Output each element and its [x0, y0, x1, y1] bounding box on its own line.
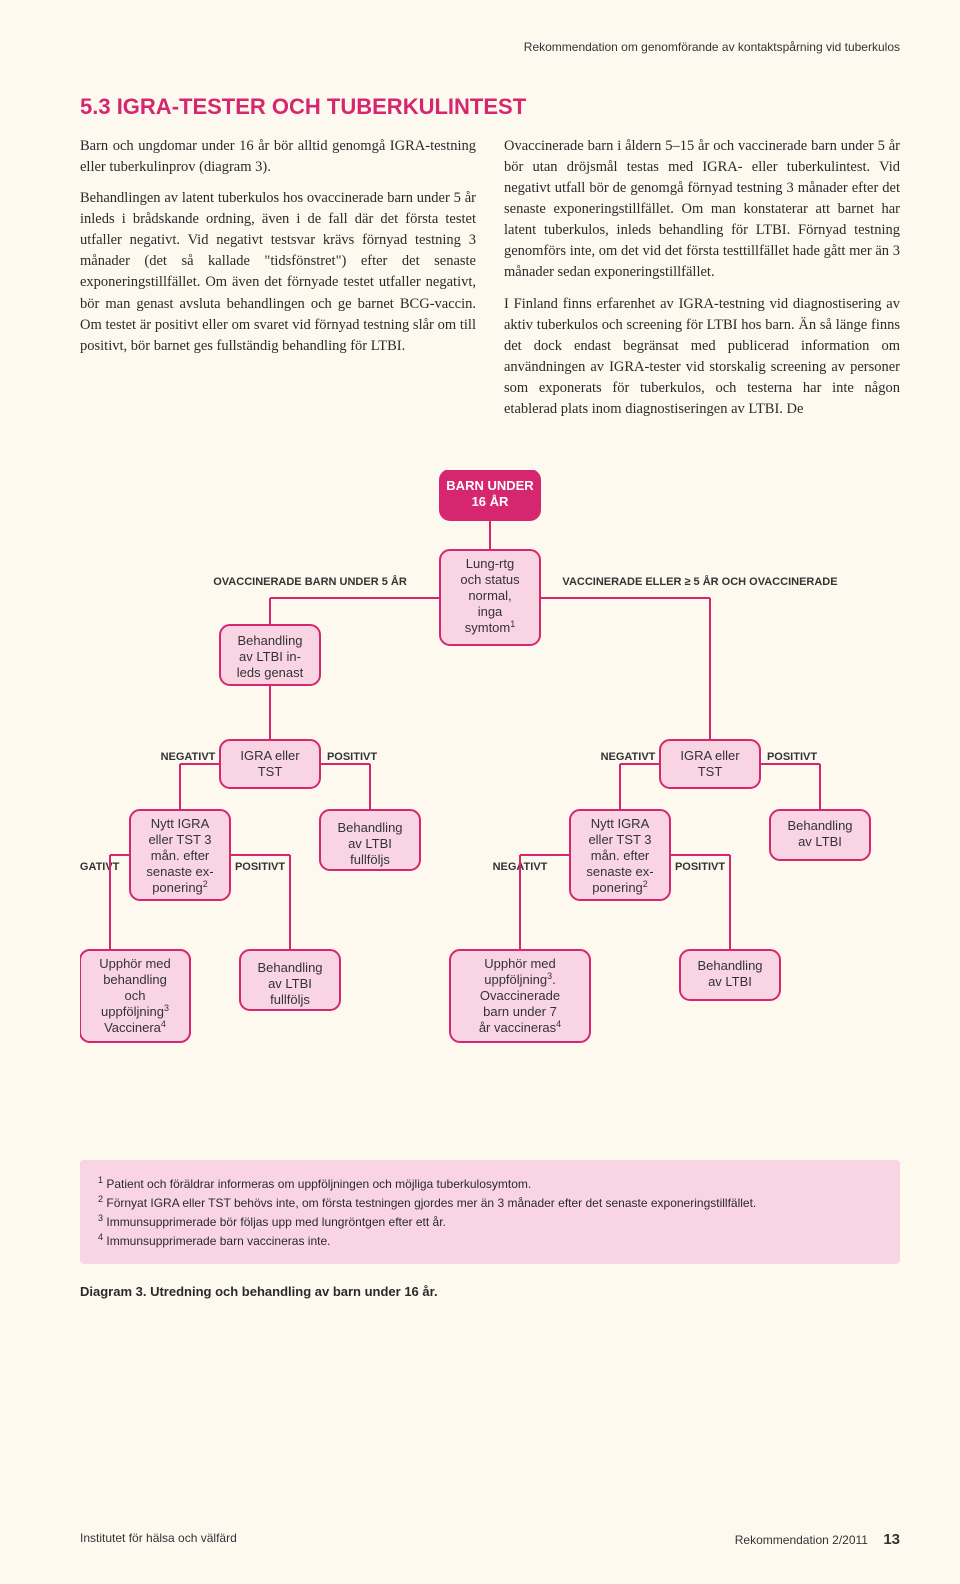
svg-text:av LTBI: av LTBI: [268, 976, 312, 991]
svg-text:och status: och status: [460, 572, 520, 587]
svg-text:Behandling: Behandling: [697, 958, 762, 973]
section-title: 5.3 IGRA-TESTER OCH TUBERKULINTEST: [80, 94, 900, 120]
footnotes: 1 Patient och föräldrar informeras om up…: [80, 1160, 900, 1264]
svg-text:ponering2: ponering2: [152, 879, 208, 895]
para: Barn och ungdomar under 16 år bör alltid…: [80, 136, 476, 178]
svg-text:OVACCINERADE BARN UNDER 5 ÅR: OVACCINERADE BARN UNDER 5 ÅR: [213, 575, 407, 588]
svg-text:uppföljning3.: uppföljning3.: [484, 971, 556, 987]
col-right: Ovaccinerade barn i åldern 5–15 år och v…: [504, 136, 900, 429]
svg-text:eller TST 3: eller TST 3: [148, 832, 211, 847]
svg-text:av LTBI in-: av LTBI in-: [239, 649, 301, 664]
svg-text:Nytt IGRA: Nytt IGRA: [591, 816, 650, 831]
svg-text:av LTBI: av LTBI: [348, 836, 392, 851]
caption: Diagram 3. Utredning och behandling av b…: [80, 1284, 900, 1299]
svg-text:år vaccineras4: år vaccineras4: [479, 1019, 561, 1035]
svg-text:Upphör med: Upphör med: [484, 956, 556, 971]
page-number: 13: [883, 1531, 900, 1548]
svg-text:Lung-rtg: Lung-rtg: [466, 556, 514, 571]
svg-text:TST: TST: [698, 764, 723, 779]
footnote: 3 Immunsupprimerade bör följas upp med l…: [98, 1212, 882, 1231]
running-head: Rekommendation om genomförande av kontak…: [80, 40, 900, 54]
svg-text:Behandling: Behandling: [787, 818, 852, 833]
svg-text:Ovaccinerade: Ovaccinerade: [480, 988, 560, 1003]
para: Ovaccinerade barn i åldern 5–15 år och v…: [504, 136, 900, 283]
svg-text:NEGATIVT: NEGATIVT: [80, 861, 120, 873]
svg-text:ponering2: ponering2: [592, 879, 648, 895]
svg-text:POSITIVT: POSITIVT: [767, 751, 817, 763]
svg-text:normal,: normal,: [468, 588, 511, 603]
svg-text:NEGATIVT: NEGATIVT: [601, 751, 656, 763]
svg-text:Behandling: Behandling: [237, 633, 302, 648]
svg-text:BARN UNDER: BARN UNDER: [446, 478, 534, 493]
svg-text:av LTBI: av LTBI: [798, 834, 842, 849]
footnote: 2 Förnyat IGRA eller TST behövs inte, om…: [98, 1193, 882, 1212]
svg-text:mån. efter: mån. efter: [151, 848, 210, 863]
svg-text:Behandling: Behandling: [257, 960, 322, 975]
svg-text:POSITIVT: POSITIVT: [675, 861, 725, 873]
svg-text:leds genast: leds genast: [237, 665, 304, 680]
svg-text:fullföljs: fullföljs: [270, 992, 310, 1007]
svg-text:POSITIVT: POSITIVT: [235, 861, 285, 873]
text-columns: Barn och ungdomar under 16 år bör alltid…: [80, 136, 900, 429]
svg-text:senaste ex-: senaste ex-: [586, 864, 653, 879]
svg-text:inga: inga: [478, 604, 503, 619]
svg-text:16 ÅR: 16 ÅR: [472, 494, 509, 509]
svg-text:TST: TST: [258, 764, 283, 779]
footnote: 1 Patient och föräldrar informeras om up…: [98, 1174, 882, 1193]
svg-text:POSITIVT: POSITIVT: [327, 751, 377, 763]
svg-text:av LTBI: av LTBI: [708, 974, 752, 989]
svg-text:och: och: [125, 988, 146, 1003]
svg-text:mån. efter: mån. efter: [591, 848, 650, 863]
col-left: Barn och ungdomar under 16 år bör alltid…: [80, 136, 476, 429]
svg-text:Vaccinera4: Vaccinera4: [104, 1019, 166, 1035]
svg-text:Behandling: Behandling: [337, 820, 402, 835]
svg-text:eller TST 3: eller TST 3: [588, 832, 651, 847]
svg-text:Nytt IGRA: Nytt IGRA: [151, 816, 210, 831]
footer-left: Institutet för hälsa och välfärd: [80, 1531, 237, 1548]
flowchart: BARN UNDER 16 ÅR Lung-rtg och status nor…: [80, 470, 900, 1130]
svg-text:behandling: behandling: [103, 972, 167, 987]
para: I Finland finns erfarenhet av IGRA-testn…: [504, 294, 900, 420]
footnote: 4 Immunsupprimerade barn vaccineras inte…: [98, 1231, 882, 1250]
svg-text:uppföljning3: uppföljning3: [101, 1003, 169, 1019]
svg-text:Upphör med: Upphör med: [99, 956, 171, 971]
svg-text:VACCINERADE ELLER ≥ 5 ÅR OCH: VACCINERADE ELLER ≥ 5 ÅR OCH OVACCINERAD…: [562, 575, 837, 588]
svg-text:symtom1: symtom1: [465, 619, 516, 635]
flowchart-svg: BARN UNDER 16 ÅR Lung-rtg och status nor…: [80, 470, 900, 1130]
footer-right: Rekommendation 2/2011 13: [735, 1531, 900, 1548]
svg-text:IGRA eller: IGRA eller: [680, 748, 740, 763]
para: Behandlingen av latent tuberkulos hos ov…: [80, 188, 476, 356]
svg-text:fullföljs: fullföljs: [350, 852, 390, 867]
svg-text:barn under 7: barn under 7: [483, 1004, 557, 1019]
svg-text:NEGATIVT: NEGATIVT: [161, 751, 216, 763]
footer: Institutet för hälsa och välfärd Rekomme…: [80, 1531, 900, 1548]
svg-text:IGRA eller: IGRA eller: [240, 748, 300, 763]
svg-text:senaste ex-: senaste ex-: [146, 864, 213, 879]
